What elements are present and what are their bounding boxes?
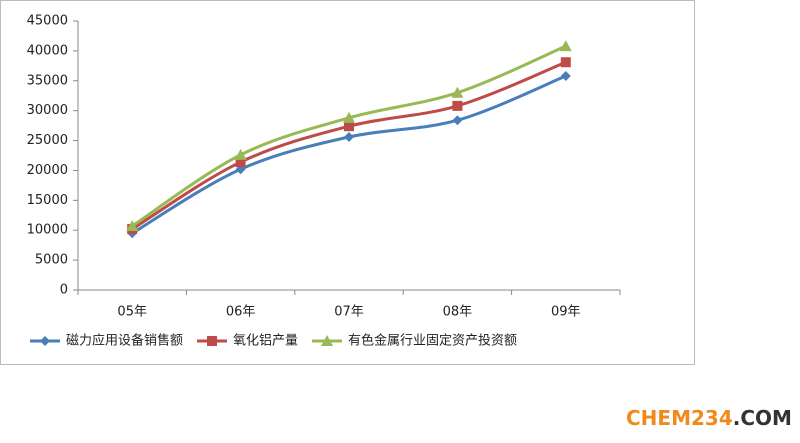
y-tick-label: 15000 xyxy=(27,193,68,208)
marker xyxy=(344,131,354,142)
y-tick-label: 30000 xyxy=(27,103,68,118)
marker xyxy=(235,157,246,168)
y-tick-label: 45000 xyxy=(27,14,68,29)
y-tick-label: 10000 xyxy=(27,223,68,238)
x-tick-label: 05年 xyxy=(117,305,147,320)
marker xyxy=(560,70,571,81)
chart-frame xyxy=(0,0,695,365)
y-tick-label: 25000 xyxy=(27,133,68,148)
legend-label: 磁力应用设备销售额 xyxy=(66,333,183,349)
marker xyxy=(452,115,463,126)
marker xyxy=(452,100,463,111)
legend-label: 有色金属行业固定资产投资额 xyxy=(348,333,517,349)
watermark-brand: CHEM234 xyxy=(626,406,733,430)
x-tick-label: 09年 xyxy=(551,305,581,320)
marker xyxy=(343,111,355,123)
marker xyxy=(344,121,354,132)
legend-label: 氧化铝产量 xyxy=(233,334,298,349)
y-tick-label: 5000 xyxy=(35,253,68,268)
y-tick-label: 35000 xyxy=(27,73,68,88)
marker xyxy=(560,57,571,68)
marker xyxy=(40,336,50,346)
y-tick-label: 40000 xyxy=(27,43,68,58)
marker xyxy=(321,335,334,346)
marker xyxy=(451,86,464,98)
marker xyxy=(126,220,139,232)
marker xyxy=(234,148,247,160)
x-tick-label: 06年 xyxy=(226,305,256,320)
y-tick-label: 0 xyxy=(60,283,68,298)
marker xyxy=(207,336,218,346)
watermark: CHEM234.COM xyxy=(626,406,792,430)
marker xyxy=(559,40,572,52)
y-tick-label: 20000 xyxy=(27,163,68,178)
x-tick-label: 08年 xyxy=(443,305,473,320)
x-tick-label: 07年 xyxy=(334,305,364,320)
watermark-suffix: .COM xyxy=(733,406,792,430)
